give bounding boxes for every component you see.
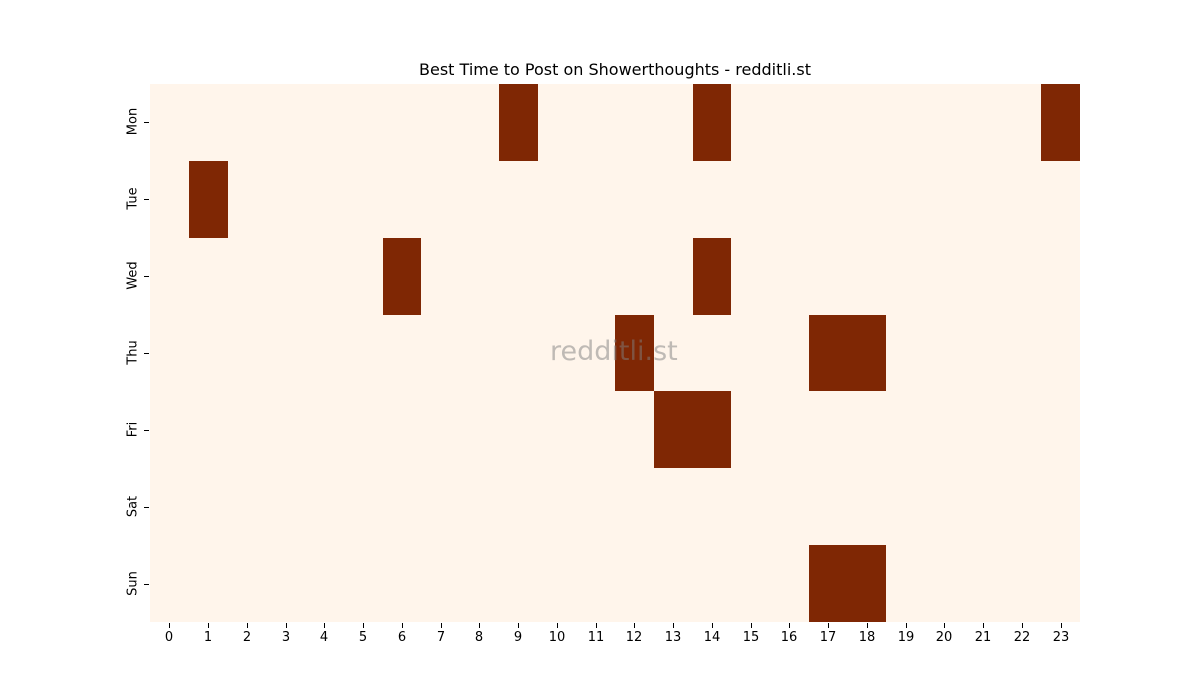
y-tick-label: Sat xyxy=(125,495,141,518)
y-tick xyxy=(144,353,149,354)
x-tick xyxy=(789,623,790,628)
x-tick-label: 1 xyxy=(203,630,213,645)
heatmap-cell xyxy=(383,238,421,315)
heatmap-cell xyxy=(809,315,848,391)
y-tick xyxy=(144,507,149,508)
x-tick xyxy=(169,623,170,628)
x-tick-label: 2 xyxy=(242,630,252,645)
y-tick xyxy=(144,430,149,431)
heatmap-cell xyxy=(693,238,731,315)
heatmap-cell xyxy=(615,315,654,391)
x-tick xyxy=(712,623,713,628)
y-tick-label: Thu xyxy=(125,340,141,365)
x-tick-label: 16 xyxy=(780,630,798,645)
x-tick xyxy=(479,623,480,628)
x-tick-label: 22 xyxy=(1013,630,1031,645)
x-tick xyxy=(1061,623,1062,628)
x-tick-label: 23 xyxy=(1052,630,1070,645)
y-tick-label: Sun xyxy=(125,571,141,596)
watermark: redditli.st xyxy=(550,336,678,367)
y-tick-label: Tue xyxy=(125,187,141,210)
x-tick-label: 8 xyxy=(474,630,484,645)
x-tick-label: 0 xyxy=(164,630,174,645)
x-tick xyxy=(441,623,442,628)
x-tick-label: 20 xyxy=(935,630,953,645)
x-tick-label: 3 xyxy=(281,630,291,645)
y-tick xyxy=(144,122,149,123)
heatmap-cell xyxy=(809,545,848,622)
x-tick xyxy=(596,623,597,628)
x-tick-label: 9 xyxy=(513,630,523,645)
x-tick-label: 17 xyxy=(819,630,837,645)
x-tick xyxy=(634,623,635,628)
chart-title: Best Time to Post on Showerthoughts - re… xyxy=(419,60,811,79)
x-tick xyxy=(867,623,868,628)
x-tick-label: 11 xyxy=(587,630,605,645)
x-tick xyxy=(983,623,984,628)
x-tick-label: 21 xyxy=(974,630,992,645)
y-tick xyxy=(144,199,149,200)
heatmap-cell xyxy=(848,545,886,622)
y-tick-label: Wed xyxy=(125,261,141,290)
y-tick xyxy=(144,584,149,585)
heatmap-cell xyxy=(693,391,731,468)
heatmap-cell xyxy=(1041,84,1080,161)
x-tick-label: 13 xyxy=(664,630,682,645)
x-tick xyxy=(944,623,945,628)
y-tick-label: Fri xyxy=(125,421,141,438)
x-tick xyxy=(402,623,403,628)
x-tick xyxy=(208,623,209,628)
x-tick-label: 15 xyxy=(742,630,760,645)
heatmap-cell xyxy=(693,84,731,161)
heatmap-cell xyxy=(189,161,228,238)
x-tick xyxy=(1022,623,1023,628)
x-tick xyxy=(324,623,325,628)
x-tick-label: 19 xyxy=(897,630,915,645)
x-tick xyxy=(828,623,829,628)
y-tick-label: Mon xyxy=(125,107,141,136)
x-tick xyxy=(286,623,287,628)
x-tick xyxy=(906,623,907,628)
x-tick-label: 18 xyxy=(858,630,876,645)
x-tick xyxy=(673,623,674,628)
x-tick-label: 10 xyxy=(548,630,566,645)
x-tick xyxy=(557,623,558,628)
heatmap-plot-area xyxy=(150,84,1080,622)
x-tick-label: 4 xyxy=(319,630,329,645)
x-tick-label: 14 xyxy=(703,630,721,645)
heatmap-cell xyxy=(848,315,886,391)
x-tick xyxy=(363,623,364,628)
x-tick xyxy=(751,623,752,628)
x-tick-label: 5 xyxy=(358,630,368,645)
x-tick xyxy=(518,623,519,628)
x-tick xyxy=(247,623,248,628)
heatmap-cell xyxy=(654,391,693,468)
x-tick-label: 7 xyxy=(436,630,446,645)
heatmap-cell xyxy=(499,84,538,161)
x-tick-label: 6 xyxy=(397,630,407,645)
y-tick xyxy=(144,276,149,277)
x-tick-label: 12 xyxy=(625,630,643,645)
